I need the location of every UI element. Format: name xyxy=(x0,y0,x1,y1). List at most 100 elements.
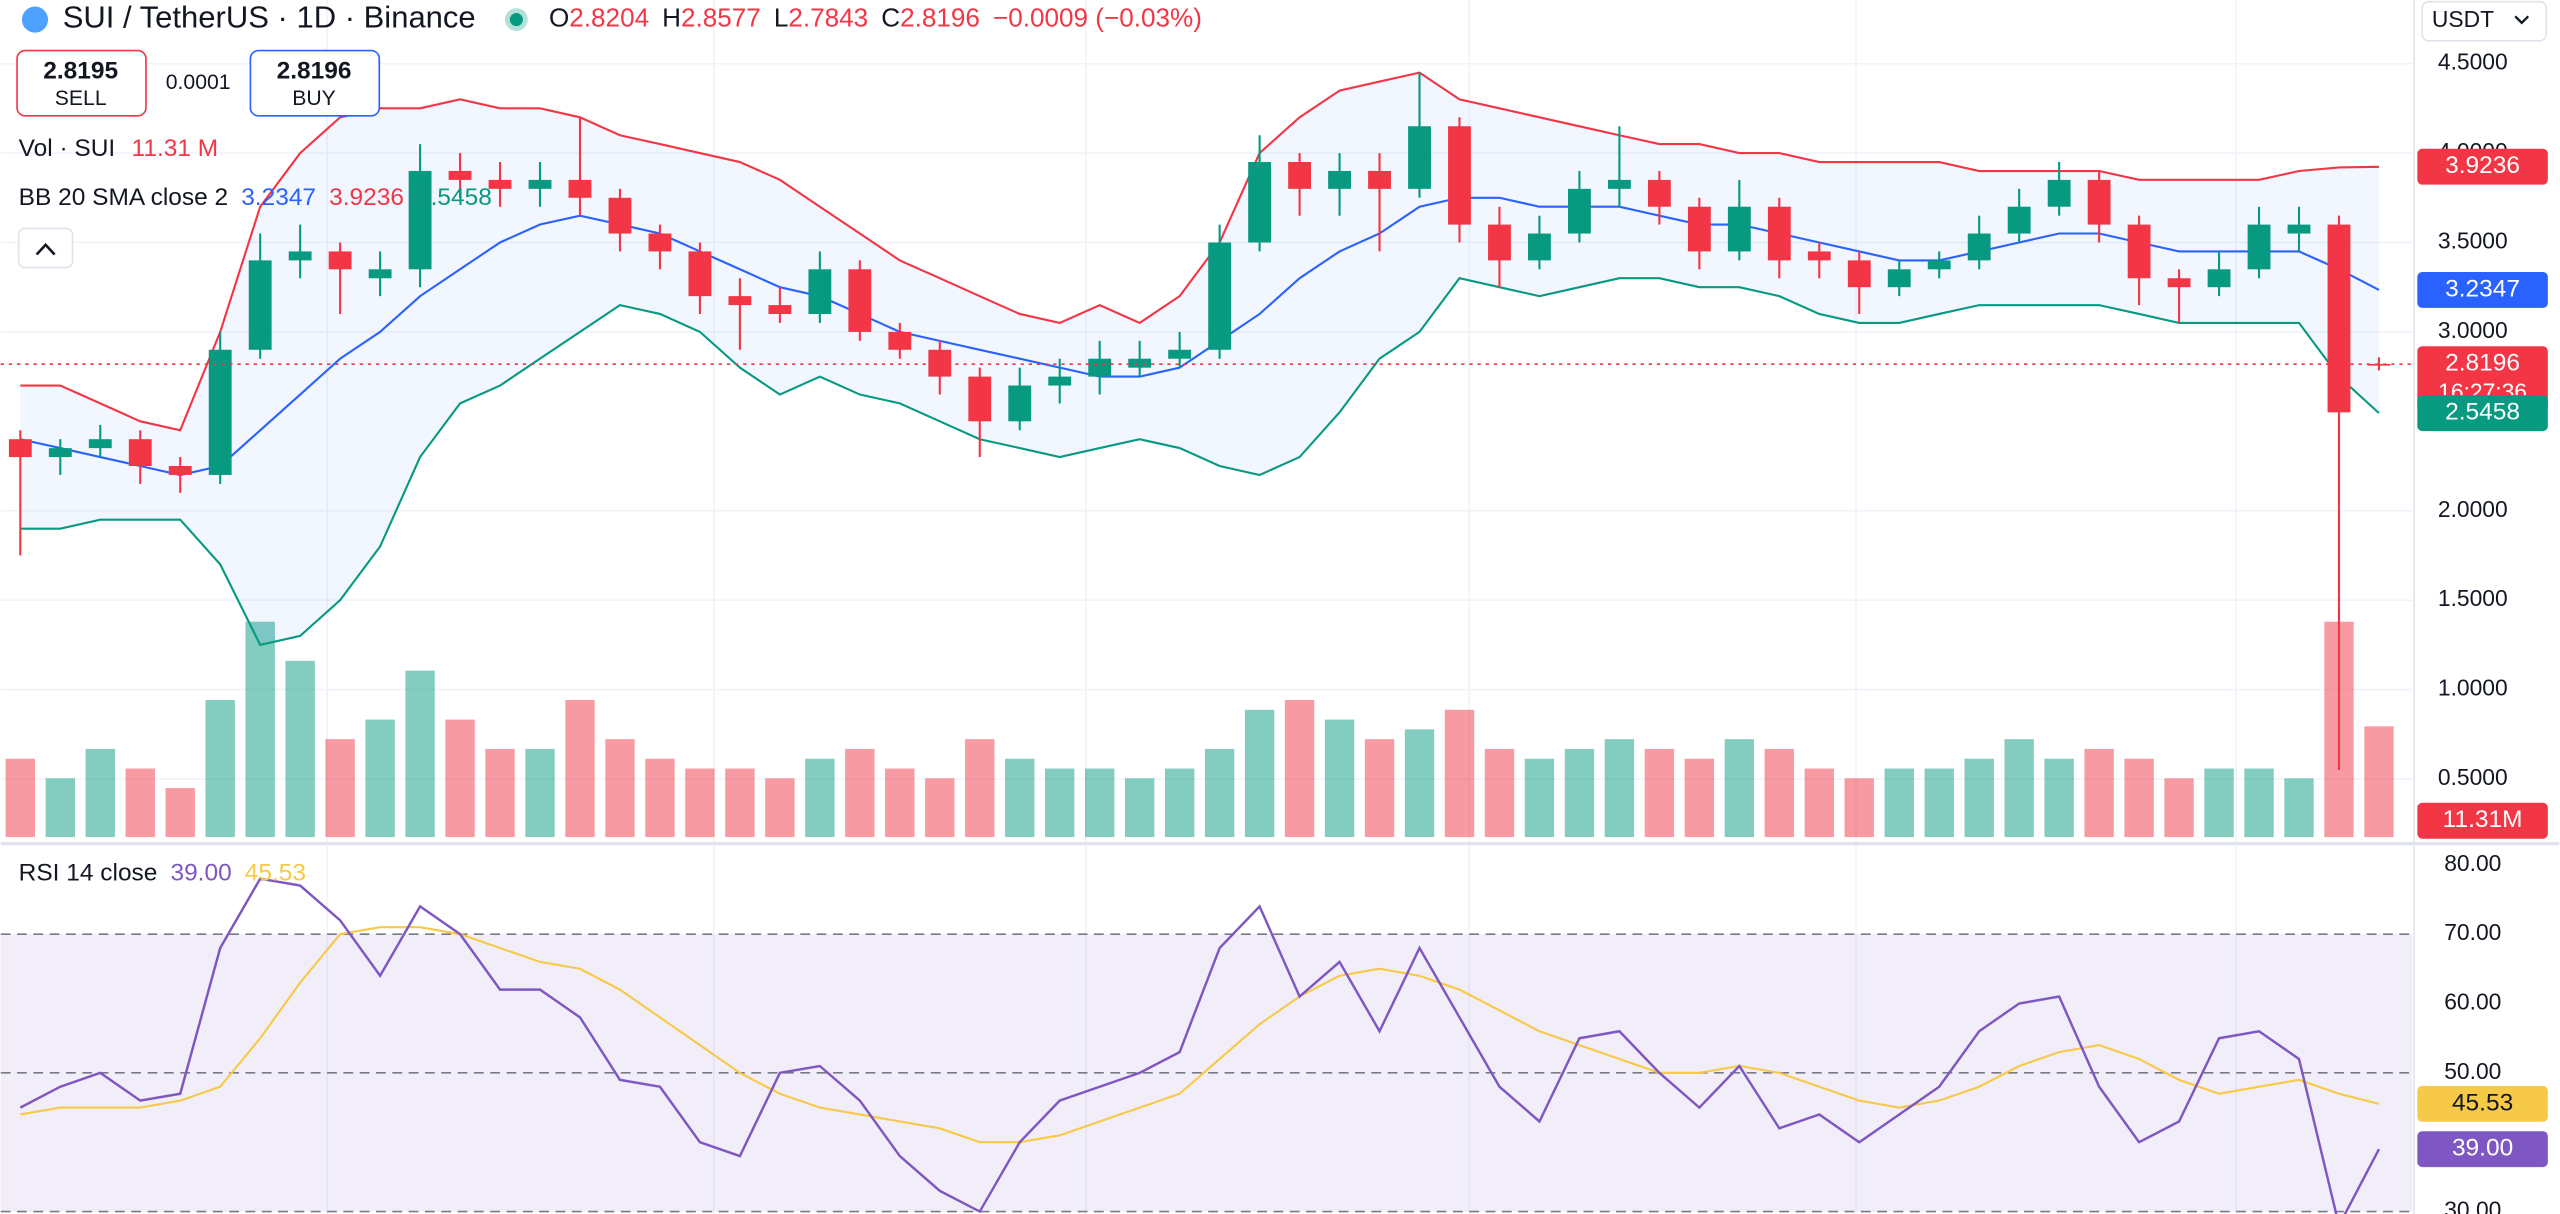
volume-bar xyxy=(45,778,75,838)
buy-label: BUY xyxy=(292,87,336,110)
spread: 0.0001 xyxy=(166,71,231,94)
volume-bar xyxy=(1964,758,1994,838)
candle-body xyxy=(928,349,952,377)
bb-line xyxy=(20,71,2379,432)
candle-body xyxy=(1567,188,1591,234)
chevron-icon xyxy=(35,242,56,256)
currency-selector[interactable] xyxy=(2421,0,2548,42)
y-tick-label: 0.5000 xyxy=(2438,764,2508,790)
volume-bar xyxy=(1204,748,1235,838)
volume-bar xyxy=(1284,700,1315,838)
volume-bar xyxy=(205,700,235,838)
volume-bar xyxy=(605,739,635,838)
symbol: SUI / TetherUS · 1D · Binance xyxy=(63,0,476,35)
candle-body xyxy=(968,376,992,422)
candle-body xyxy=(448,170,472,180)
volume-bar xyxy=(1244,709,1275,838)
rsi-tick-label: 30.00 xyxy=(2444,1197,2501,1214)
volume-bar xyxy=(2204,768,2234,838)
volume-bar xyxy=(1764,748,1794,838)
rsi-tick-label: 60.00 xyxy=(2444,989,2501,1015)
candle-body xyxy=(808,269,832,315)
candle-body xyxy=(1048,376,1072,386)
volume-bar xyxy=(2164,778,2194,838)
candle-body xyxy=(1168,349,1192,359)
volume-bar xyxy=(1005,758,1035,838)
volume-bar xyxy=(2084,748,2114,838)
candle-body xyxy=(1248,162,1272,243)
candle-body xyxy=(1847,260,1871,288)
volume-bar xyxy=(1684,758,1715,838)
axis-value-box xyxy=(2417,346,2548,412)
volume-bar xyxy=(685,768,715,838)
axis-value-label: 39.00 xyxy=(2452,1135,2513,1162)
candle-body xyxy=(88,439,112,449)
candle-body xyxy=(1008,385,1032,422)
y-tick-label: 1.0000 xyxy=(2438,675,2508,701)
y-tick-label: 3.0000 xyxy=(2438,317,2508,343)
candle-body xyxy=(128,439,152,467)
bb-upper-value: 3.9236 xyxy=(329,185,404,212)
sell-price: 2.8195 xyxy=(43,57,118,84)
status-dot xyxy=(509,13,523,27)
candle-body xyxy=(48,448,72,458)
candle-body xyxy=(1328,170,1351,189)
candle-body xyxy=(1288,162,1312,189)
rsi-value: 39.00 xyxy=(170,860,231,887)
rsi-tick-label: 50.00 xyxy=(2444,1058,2501,1084)
collapse-button[interactable] xyxy=(17,227,74,269)
volume-bar xyxy=(165,788,195,838)
axis-value-box xyxy=(2417,1131,2548,1168)
y-tick-label: 2.0000 xyxy=(2438,496,2508,522)
candle-body xyxy=(568,179,592,198)
axis: 4.50004.00003.50003.00002.00001.50001.00… xyxy=(2417,49,2548,1214)
volume-bar xyxy=(2124,758,2154,838)
candle-body xyxy=(1368,170,1391,189)
volume-bar xyxy=(445,719,475,838)
volume-bar xyxy=(1924,768,1954,838)
volume-bar xyxy=(765,778,795,838)
dropdown-icon xyxy=(2514,15,2530,25)
sell-button[interactable] xyxy=(16,49,147,117)
candle-body xyxy=(368,269,392,279)
candle-body xyxy=(2287,224,2311,234)
volume-bar xyxy=(845,748,875,838)
candle-body xyxy=(1408,126,1431,189)
volume-bar xyxy=(1604,739,1635,838)
candle-body xyxy=(1727,206,1751,252)
ohlc-key: H xyxy=(662,2,681,32)
candle-body xyxy=(1887,269,1911,288)
volume-bar xyxy=(365,719,395,838)
volume-bar xyxy=(485,748,515,838)
volume-bar xyxy=(805,758,835,838)
candle-body xyxy=(288,251,312,261)
volume-bar xyxy=(325,739,355,838)
volume-legend: Vol · SUI 11.31 M xyxy=(19,136,218,163)
candle-body xyxy=(2127,224,2151,279)
bb-lower-value: 2.5458 xyxy=(417,185,492,212)
axis-value-label: 3.2347 xyxy=(2445,275,2520,302)
buy-button[interactable] xyxy=(249,49,381,117)
sell-label: SELL xyxy=(55,87,107,110)
axis-value-label: 2.5458 xyxy=(2445,399,2520,426)
candle-body xyxy=(1767,206,1791,261)
rsi-ma-value: 45.53 xyxy=(245,860,306,887)
volume-bar xyxy=(245,621,275,838)
candle-body xyxy=(1128,358,1152,368)
bb-title: BB 20 SMA close 2 xyxy=(19,185,228,212)
volume-bar xyxy=(1884,768,1914,838)
bb-basis-value: 3.2347 xyxy=(241,185,316,212)
candle-body xyxy=(848,269,872,332)
volume-value: 11.31 M xyxy=(132,136,219,163)
volume-bar xyxy=(725,768,755,838)
candle-body xyxy=(488,179,512,189)
volume-bar xyxy=(1564,748,1595,838)
bb-line xyxy=(20,277,2380,647)
candle-body xyxy=(1647,179,1671,207)
ohlc-value: 2.8204 xyxy=(569,2,649,32)
volume-bar xyxy=(1644,748,1675,838)
candle-body xyxy=(2047,179,2071,207)
ohlc-value: 2.7843 xyxy=(788,2,868,32)
